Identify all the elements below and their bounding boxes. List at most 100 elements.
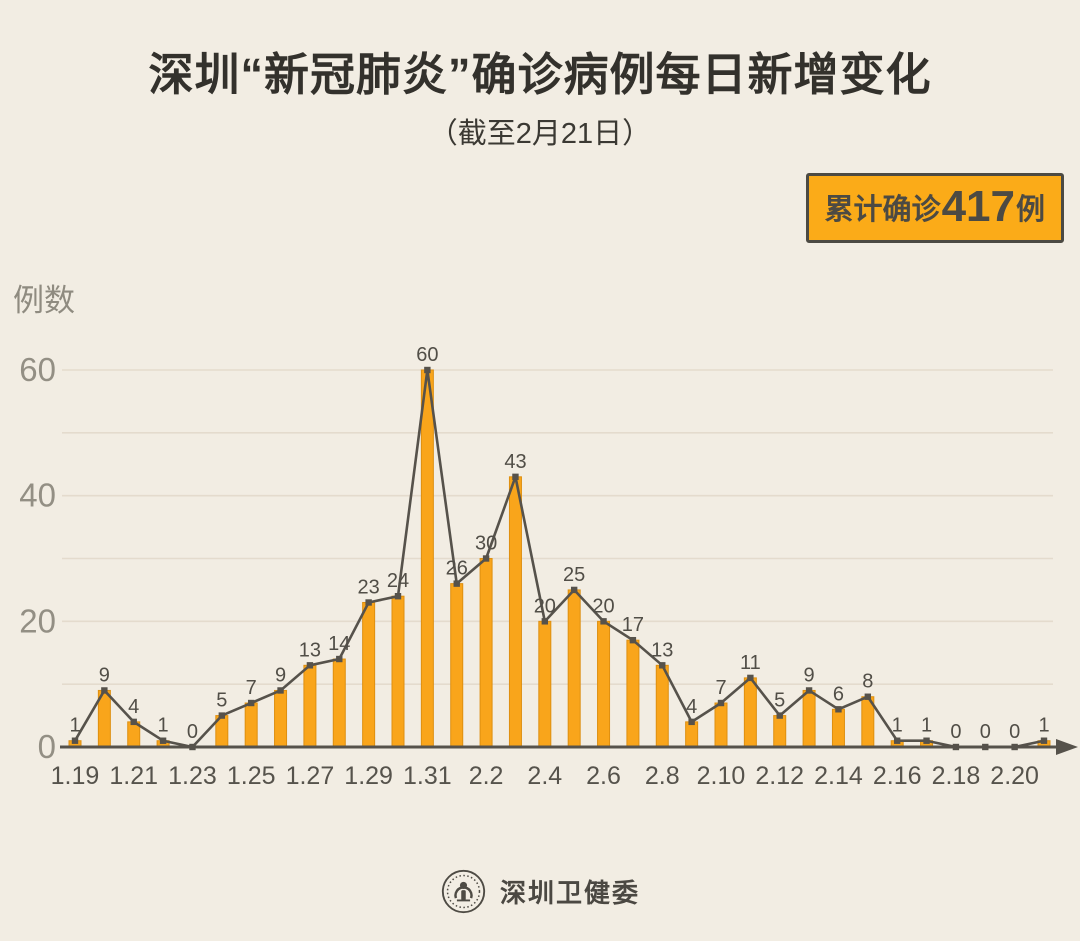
bar xyxy=(420,369,434,748)
bar xyxy=(743,677,757,748)
data-point-marker xyxy=(776,712,783,719)
x-tick-label: 1.21 xyxy=(109,762,158,790)
bar xyxy=(362,601,376,748)
y-tick-label: 60 xyxy=(19,351,56,388)
value-label: 26 xyxy=(446,558,468,580)
bar xyxy=(303,664,317,748)
value-label: 43 xyxy=(504,451,526,473)
x-tick-label: 1.27 xyxy=(286,762,335,790)
data-point-marker xyxy=(394,593,402,600)
value-label: 9 xyxy=(804,664,815,686)
bar xyxy=(274,689,288,748)
footer: 深圳卫健委 xyxy=(0,868,1080,915)
value-label: 20 xyxy=(592,595,614,617)
bar xyxy=(831,708,845,748)
data-point-marker xyxy=(541,618,549,625)
value-label: 60 xyxy=(416,344,438,366)
data-point-marker xyxy=(717,699,725,707)
data-point-marker xyxy=(218,712,226,719)
badge-prefix-label: 累计确诊 xyxy=(824,194,941,226)
bar xyxy=(773,715,787,748)
data-point-marker xyxy=(512,473,519,481)
bar xyxy=(332,658,346,748)
data-point-marker xyxy=(277,687,284,694)
value-label: 1 xyxy=(892,715,903,737)
data-point-marker xyxy=(1040,737,1048,744)
data-point-marker xyxy=(864,693,872,700)
value-label: 7 xyxy=(246,677,257,699)
logo-person-figure xyxy=(454,881,473,902)
value-label: 4 xyxy=(128,696,139,718)
x-tick-label: 2.10 xyxy=(697,762,746,790)
value-label: 17 xyxy=(622,614,644,636)
data-point-marker xyxy=(893,737,901,744)
bar xyxy=(244,702,258,748)
data-point-marker xyxy=(159,737,167,744)
y-tick-label: 40 xyxy=(19,477,56,514)
data-point-marker xyxy=(365,599,372,606)
value-label: 13 xyxy=(299,639,321,661)
value-label: 0 xyxy=(187,721,198,743)
data-point-marker xyxy=(923,737,930,744)
value-label: 4 xyxy=(686,696,697,718)
data-point-marker xyxy=(130,718,137,726)
org-logo xyxy=(441,869,486,914)
page-subtitle: （截至2月21日） xyxy=(428,118,652,150)
bar xyxy=(450,583,464,748)
bar xyxy=(479,558,493,748)
data-point-marker xyxy=(629,636,637,644)
y-tick-label: 0 xyxy=(38,728,56,765)
y-axis-title: 例数 xyxy=(13,283,75,318)
x-tick-label: 1.31 xyxy=(403,762,452,790)
bar xyxy=(626,639,640,748)
bar xyxy=(538,620,552,748)
value-label: 30 xyxy=(475,533,497,555)
data-point-marker xyxy=(336,655,343,663)
value-label: 11 xyxy=(740,652,761,674)
x-tick-label: 2.8 xyxy=(645,762,680,790)
value-label: 0 xyxy=(1009,721,1020,743)
bar xyxy=(802,689,816,748)
data-point-marker xyxy=(482,555,490,562)
data-point-marker xyxy=(101,687,108,694)
value-label: 8 xyxy=(862,671,873,693)
value-label: 7 xyxy=(715,677,726,699)
data-point-marker xyxy=(835,706,842,713)
page-title: 深圳“新冠肺炎”确诊病例每日新增变化 xyxy=(148,49,932,100)
data-point-marker xyxy=(805,687,813,694)
x-tick-label: 2.20 xyxy=(990,762,1039,790)
value-label: 5 xyxy=(216,690,227,712)
x-tick-label: 2.18 xyxy=(932,762,981,790)
bar xyxy=(597,620,611,748)
data-point-marker xyxy=(247,699,255,707)
bar xyxy=(685,721,699,748)
trend-line xyxy=(73,368,1045,749)
x-tick-label: 2.12 xyxy=(755,762,804,790)
value-label: 20 xyxy=(534,595,556,617)
value-label: 14 xyxy=(328,633,350,655)
x-tick-label: 2.2 xyxy=(469,762,504,790)
value-label: 6 xyxy=(833,683,844,705)
value-label: 1 xyxy=(1038,715,1049,737)
org-name-label: 深圳卫健委 xyxy=(499,878,640,908)
value-label: 13 xyxy=(651,639,673,661)
y-tick-label: 20 xyxy=(19,602,56,639)
data-point-marker xyxy=(424,366,431,374)
x-tick-label: 2.16 xyxy=(873,762,922,790)
value-label: 25 xyxy=(563,564,585,586)
badge-suffix-label: 例 xyxy=(1015,194,1045,226)
value-label: 9 xyxy=(99,664,110,686)
data-point-marker xyxy=(453,580,460,587)
value-label: 1 xyxy=(69,715,80,737)
x-tick-label: 1.23 xyxy=(168,762,217,790)
data-point-marker xyxy=(570,586,578,594)
value-label: 5 xyxy=(774,690,785,712)
x-tick-label: 1.19 xyxy=(51,762,100,790)
data-point-marker xyxy=(688,718,695,726)
bar xyxy=(714,702,728,748)
x-tick-label: 1.29 xyxy=(344,762,393,790)
data-point-marker xyxy=(659,662,666,669)
x-tick-label: 1.25 xyxy=(227,762,276,790)
